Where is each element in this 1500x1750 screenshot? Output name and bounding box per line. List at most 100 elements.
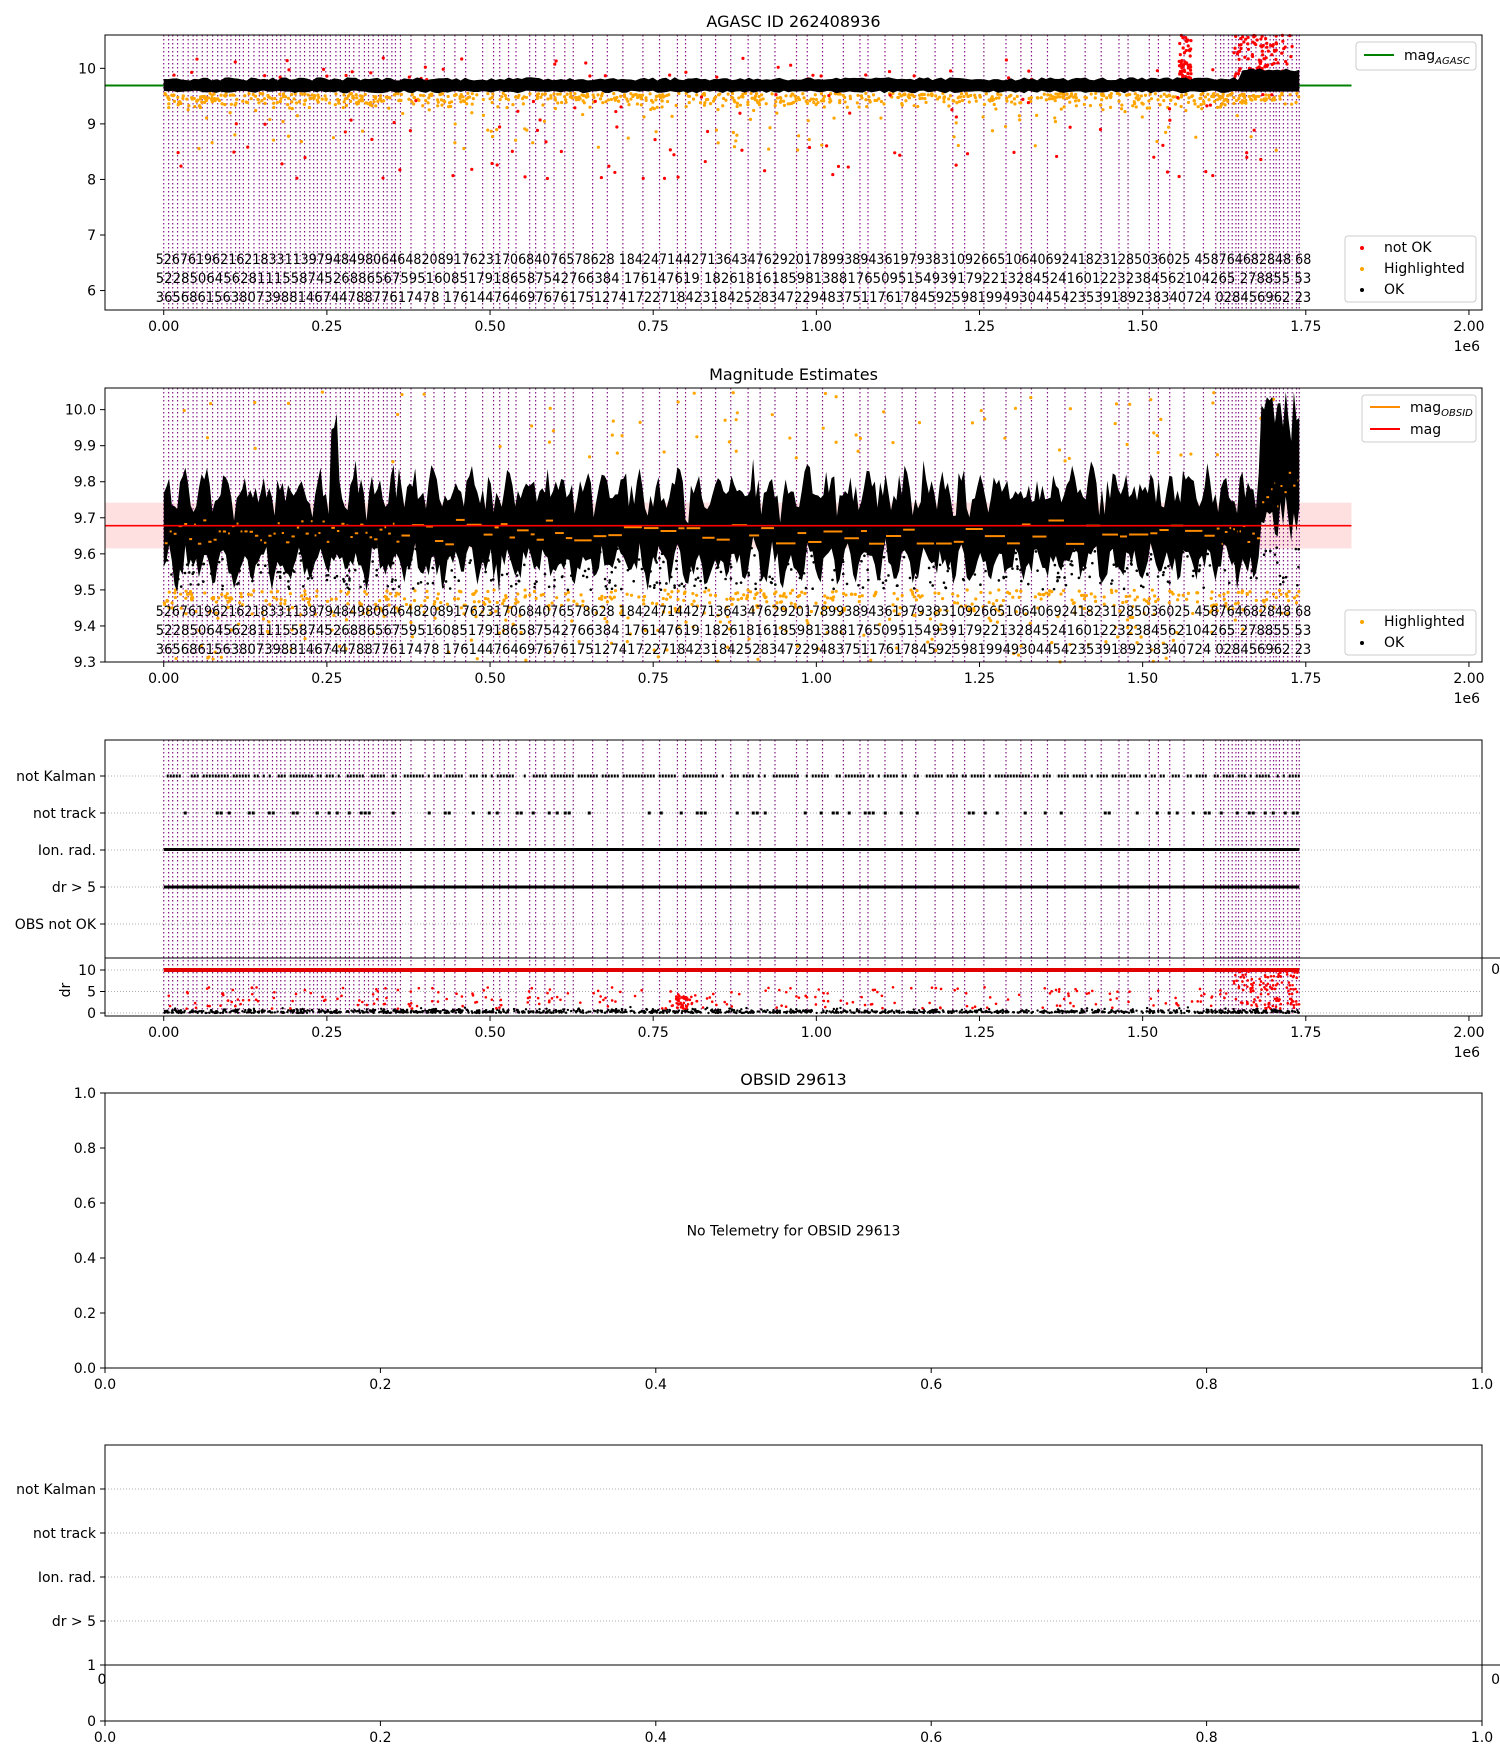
not-ok-point <box>1285 62 1289 66</box>
not-ok-point <box>234 122 238 126</box>
highlighted-point <box>1112 603 1116 608</box>
highlighted-point <box>268 96 272 100</box>
highlighted-point <box>613 589 618 593</box>
dr-point <box>179 1009 183 1012</box>
dr-outlier-point <box>1275 999 1278 1003</box>
highlighted-point <box>382 614 386 618</box>
dr-outlier-point <box>1255 1004 1259 1008</box>
highlighted-point <box>1210 94 1214 98</box>
highlighted-point <box>1074 96 1078 100</box>
highlighted-point <box>462 612 466 616</box>
ok-point <box>1083 551 1087 555</box>
highlighted-point <box>734 139 738 143</box>
highlighted-point <box>988 591 992 595</box>
ok-point <box>375 574 378 577</box>
ok-point <box>529 550 533 554</box>
highlighted-point <box>832 116 836 120</box>
dr-point <box>351 1010 355 1013</box>
ok-point <box>1125 566 1129 570</box>
highlighted-point <box>504 593 508 598</box>
flag-mark <box>982 774 985 778</box>
dr-outlier-point <box>1251 986 1254 990</box>
highlighted-point <box>1176 598 1180 602</box>
dr-point <box>1270 1009 1274 1012</box>
ok-point <box>469 559 472 562</box>
highlighted-point <box>603 595 607 600</box>
highlighted-point <box>781 594 785 598</box>
ok-point <box>1016 567 1019 571</box>
dr-point <box>857 1009 860 1012</box>
ok-point <box>407 566 411 570</box>
highlighted-point <box>1142 598 1146 602</box>
ok-point <box>299 559 303 562</box>
highlighted-point <box>229 102 234 106</box>
flag-mark <box>346 774 349 778</box>
highlighted-point <box>1053 119 1058 124</box>
flag-mark <box>1291 774 1294 778</box>
highlighted-point <box>176 103 180 107</box>
dr-outlier-point <box>396 1007 400 1010</box>
ok-point <box>683 569 686 573</box>
ok-point <box>282 571 286 575</box>
dr-point <box>1156 1009 1160 1012</box>
highlighted-point <box>469 638 474 642</box>
dr-point <box>1256 1010 1259 1014</box>
highlighted-point <box>1099 92 1104 96</box>
highlighted-point <box>1033 144 1037 148</box>
dr-outlier-point <box>679 1001 682 1005</box>
dr-outlier-point <box>409 1001 413 1005</box>
dr-point <box>645 1008 649 1011</box>
highlighted-point <box>402 597 407 601</box>
ok-point <box>345 583 348 586</box>
flag-mark <box>931 774 934 778</box>
flag-mark <box>793 774 796 778</box>
dr-point <box>896 1010 900 1013</box>
dr-outlier-point <box>1219 989 1222 992</box>
ok-point <box>348 579 351 582</box>
highlighted-point <box>1102 602 1106 606</box>
flag-mark <box>196 774 199 778</box>
ok-point <box>1082 568 1085 571</box>
ok-point <box>658 557 661 560</box>
ok-point <box>680 547 683 550</box>
not-ok-point <box>303 155 307 160</box>
highlighted-point <box>1240 101 1244 105</box>
not-ok-point <box>1289 55 1293 59</box>
dr-point <box>1070 1009 1073 1012</box>
ok-point <box>1281 576 1285 580</box>
highlighted-point <box>1148 92 1152 96</box>
not-ok-point <box>1205 104 1209 108</box>
dr-point <box>1210 1008 1213 1012</box>
flag-mark <box>1036 774 1039 778</box>
not-ok-point <box>1254 42 1258 47</box>
highlighted-point <box>754 592 758 597</box>
highlighted-point <box>1195 600 1200 604</box>
highlighted-point <box>786 102 790 106</box>
highlighted-point <box>615 451 619 455</box>
highlighted-point <box>860 594 864 598</box>
series-ok <box>163 391 1300 593</box>
highlighted-point <box>774 100 778 104</box>
highlighted-point <box>1224 604 1228 608</box>
dr-point <box>995 1011 999 1014</box>
highlighted-point <box>857 595 862 599</box>
highlighted-point <box>1116 635 1120 639</box>
highlighted-point <box>369 100 373 105</box>
highlighted-point <box>1155 433 1159 438</box>
ok-point <box>673 584 676 587</box>
dr-point <box>855 1007 859 1011</box>
dr-outlier-point <box>291 999 294 1003</box>
highlighted-point <box>912 104 916 108</box>
flag-mark <box>382 774 385 778</box>
flag-mark <box>484 774 487 778</box>
ok-point <box>1099 581 1102 585</box>
highlighted-point <box>1058 95 1062 99</box>
not-ok-point <box>369 71 373 75</box>
highlighted-point <box>1288 93 1292 97</box>
highlighted-point <box>1082 102 1086 106</box>
not-ok-point <box>672 153 676 157</box>
dr-tick-label: 5 <box>87 985 96 1001</box>
ok-point <box>287 580 290 583</box>
highlighted-point <box>1131 104 1135 108</box>
